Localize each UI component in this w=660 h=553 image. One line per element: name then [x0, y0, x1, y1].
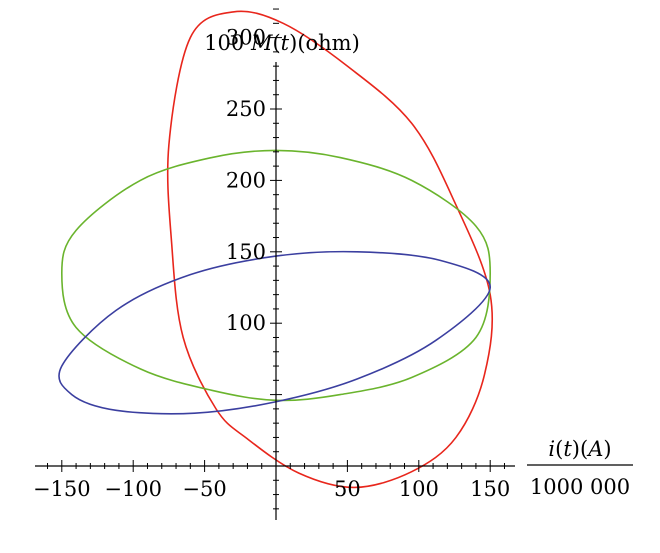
series-curve-3 — [58, 250, 492, 415]
x-tick-label: −100 — [104, 477, 162, 501]
tick-label-layer: −150 −100 −50 50 100 150 100 150 200 250 300 — [33, 26, 510, 501]
y-axis-title-var: M — [250, 31, 273, 55]
y-tick-label: 100 — [226, 311, 266, 335]
y-axis-title-paren: ( — [272, 31, 280, 55]
x-tick-label: 150 — [470, 477, 510, 501]
x-tick-label: −50 — [182, 477, 226, 501]
x-axis-title-var: i — [548, 437, 555, 461]
y-axis-title: 100 M(t)(ohm) — [204, 31, 360, 55]
y-tick-label: 150 — [226, 240, 266, 264]
x-tick-label: 50 — [334, 477, 361, 501]
x-axis-title-p3: ) — [603, 437, 611, 461]
y-tick-label: 300 — [226, 26, 266, 50]
x-axis-title-t: t — [563, 437, 572, 461]
x-axis-title-p2: )( — [572, 437, 588, 461]
series-curve-2 — [60, 149, 492, 402]
x-tick-label: 100 — [399, 477, 439, 501]
y-axis-title-prefix: 100 — [204, 31, 251, 55]
series-curve-1 — [166, 10, 494, 489]
y-axis-title-t: t — [281, 31, 290, 55]
curve-layer — [58, 10, 494, 489]
tick-layer — [47, 8, 505, 510]
y-tick-label: 250 — [226, 97, 266, 121]
x-axis-title: i(t)(A) 1000 000 — [527, 437, 633, 499]
x-tick-label: −150 — [33, 477, 91, 501]
x-axis-title-a: A — [586, 437, 603, 461]
x-axis-title-denominator: 1000 000 — [530, 475, 630, 499]
x-axis-title-p1: ( — [555, 437, 563, 461]
y-axis-title-unit: )(ohm) — [289, 31, 360, 55]
y-tick-label: 200 — [226, 168, 266, 192]
x-axis-title-numerator: i(t)(A) — [548, 437, 611, 461]
